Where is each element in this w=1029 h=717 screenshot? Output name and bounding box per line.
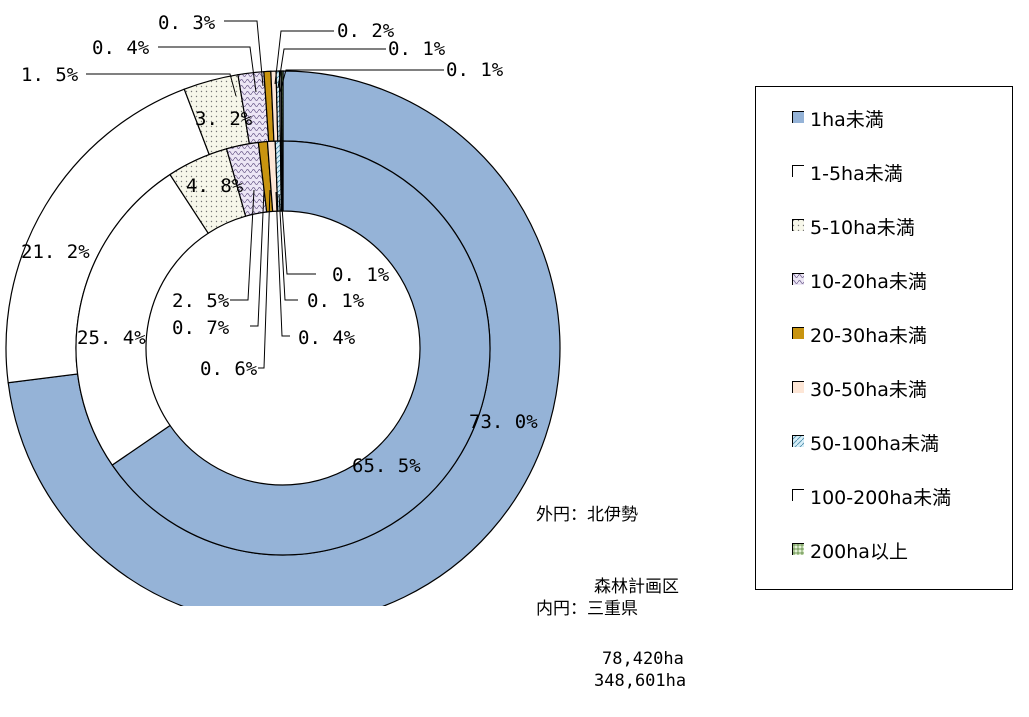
outer-note-line1: 外円：北伊勢 — [536, 505, 638, 525]
data-label-inner-10-20ha: 2. 5% — [172, 290, 230, 312]
data-label-inner-under-1ha: 65. 5% — [352, 455, 421, 477]
leader-line-outer-50-100ha — [274, 30, 334, 85]
leader-line-outer-100-200ha — [277, 48, 386, 89]
legend-label-10-20ha: 10-20ha未満 — [810, 271, 927, 293]
data-label-inner-1-5ha: 25. 4% — [77, 327, 146, 349]
data-label-inner-5-10ha: 4. 8% — [186, 175, 244, 197]
inner-note-line1: 内円：三重県 — [536, 599, 638, 619]
legend-item-200ha-plus: 200ha以上 — [792, 537, 1012, 591]
leader-lines — [86, 20, 444, 369]
data-labels: 73. 0%21. 2%3. 2%1. 5%0. 4%0. 3% 0. 2%0. … — [21, 12, 538, 477]
legend-swatch-10-20ha — [792, 273, 804, 285]
data-label-outer-5-10ha: 3. 2% — [195, 108, 253, 130]
data-label-outer-10-20ha: 1. 5% — [21, 64, 79, 86]
outer-note-line2: 森林計画区 — [594, 577, 679, 597]
leader-line-outer-20-30ha — [158, 46, 257, 93]
legend-item-10-20ha: 10-20ha未満 — [792, 267, 1012, 321]
legend-label-30-50ha: 30-50ha未満 — [810, 379, 927, 401]
leader-line-inner-50-100ha — [275, 191, 290, 337]
legend-swatch-1-5ha — [792, 165, 804, 177]
data-label-outer-under-1ha: 73. 0% — [469, 411, 538, 433]
legend-label-200ha-plus: 200ha以上 — [810, 541, 908, 563]
doughnut-chart: 73. 0%21. 2%3. 2%1. 5%0. 4%0. 3% 0. 2%0. … — [5, 12, 561, 606]
legend-swatch-30-50ha — [792, 381, 804, 393]
data-label-inner-50-100ha: 0. 4% — [298, 327, 356, 349]
legend-item-50-100ha: 50-100ha未満 — [792, 429, 1012, 483]
data-label-outer-200ha-plus: 0. 1% — [446, 59, 504, 81]
legend-swatch-50-100ha — [792, 435, 804, 447]
legend-label-50-100ha: 50-100ha未満 — [810, 433, 939, 455]
legend: 1ha未満 1-5ha未満 5-10ha未満 10-20ha未満 20-30ha未満 30… — [755, 86, 1013, 590]
data-label-inner-30-50ha: 0. 6% — [200, 358, 258, 380]
legend-item-20-30ha: 20-30ha未満 — [792, 321, 1012, 375]
data-label-outer-30-50ha: 0. 3% — [158, 12, 216, 34]
legend-swatch-under-1ha — [792, 111, 804, 123]
data-label-inner-200ha-plus: 0. 1% — [307, 290, 365, 312]
leader-line-outer-200ha-plus — [279, 69, 444, 93]
leader-line-inner-20-30ha — [250, 189, 265, 327]
data-label-outer-100-200ha: 0. 1% — [388, 38, 446, 60]
legend-swatch-20-30ha — [792, 327, 804, 339]
legend-item-5-10ha: 5-10ha未満 — [792, 213, 1012, 267]
legend-label-1-5ha: 1-5ha未満 — [810, 163, 903, 185]
data-label-outer-50-100ha: 0. 2% — [337, 20, 395, 42]
inner-ring-segment-1-5ha — [75, 173, 210, 466]
data-label-outer-1-5ha: 21. 2% — [21, 241, 90, 263]
leader-line-inner-200ha-plus — [278, 193, 298, 301]
legend-label-under-1ha: 1ha未満 — [810, 109, 884, 131]
legend-item-under-1ha: 1ha未満 — [792, 105, 1012, 159]
legend-item-100-200ha: 100-200ha未満 — [792, 483, 1012, 537]
inner-ring-note: 内円：三重県 348,601ha — [536, 549, 686, 717]
data-label-outer-20-30ha: 0. 4% — [92, 37, 150, 59]
legend-swatch-100-200ha — [792, 489, 804, 501]
legend-label-100-200ha: 100-200ha未満 — [810, 487, 952, 509]
data-label-inner-100-200ha: 0. 1% — [332, 264, 390, 286]
leader-line-outer-10-20ha — [86, 73, 237, 97]
inner-ring-segment-under-1ha — [111, 140, 491, 556]
leader-line-inner-10-20ha — [230, 189, 255, 301]
legend-item-1-5ha: 1-5ha未満 — [792, 159, 1012, 213]
leader-line-inner-30-50ha — [258, 189, 271, 369]
leader-line-outer-30-50ha — [224, 20, 264, 87]
legend-item-30-50ha: 30-50ha未満 — [792, 375, 1012, 429]
legend-label-20-30ha: 20-30ha未満 — [810, 325, 927, 347]
data-label-inner-20-30ha: 0. 7% — [172, 317, 230, 339]
legend-swatch-5-10ha — [792, 219, 804, 231]
leader-line-inner-100-200ha — [280, 193, 316, 275]
legend-label-5-10ha: 5-10ha未満 — [810, 217, 915, 239]
legend-swatch-200ha-plus — [792, 543, 804, 555]
inner-note-line2: 348,601ha — [594, 671, 687, 691]
inner-ring — [75, 140, 491, 556]
